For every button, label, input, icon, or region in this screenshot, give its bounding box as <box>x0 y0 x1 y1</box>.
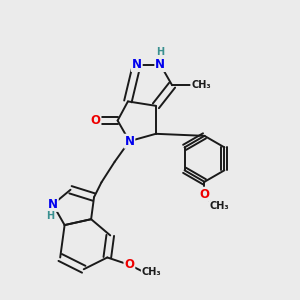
Text: O: O <box>124 258 134 271</box>
Text: H: H <box>46 211 54 221</box>
Text: H: H <box>156 47 164 57</box>
Text: N: N <box>155 58 165 71</box>
Text: O: O <box>91 114 100 127</box>
Text: O: O <box>200 188 209 201</box>
Text: CH₃: CH₃ <box>191 80 211 90</box>
Text: N: N <box>132 58 142 71</box>
Text: CH₃: CH₃ <box>142 267 161 277</box>
Text: N: N <box>48 198 58 211</box>
Text: N: N <box>124 135 134 148</box>
Text: CH₃: CH₃ <box>209 201 229 211</box>
